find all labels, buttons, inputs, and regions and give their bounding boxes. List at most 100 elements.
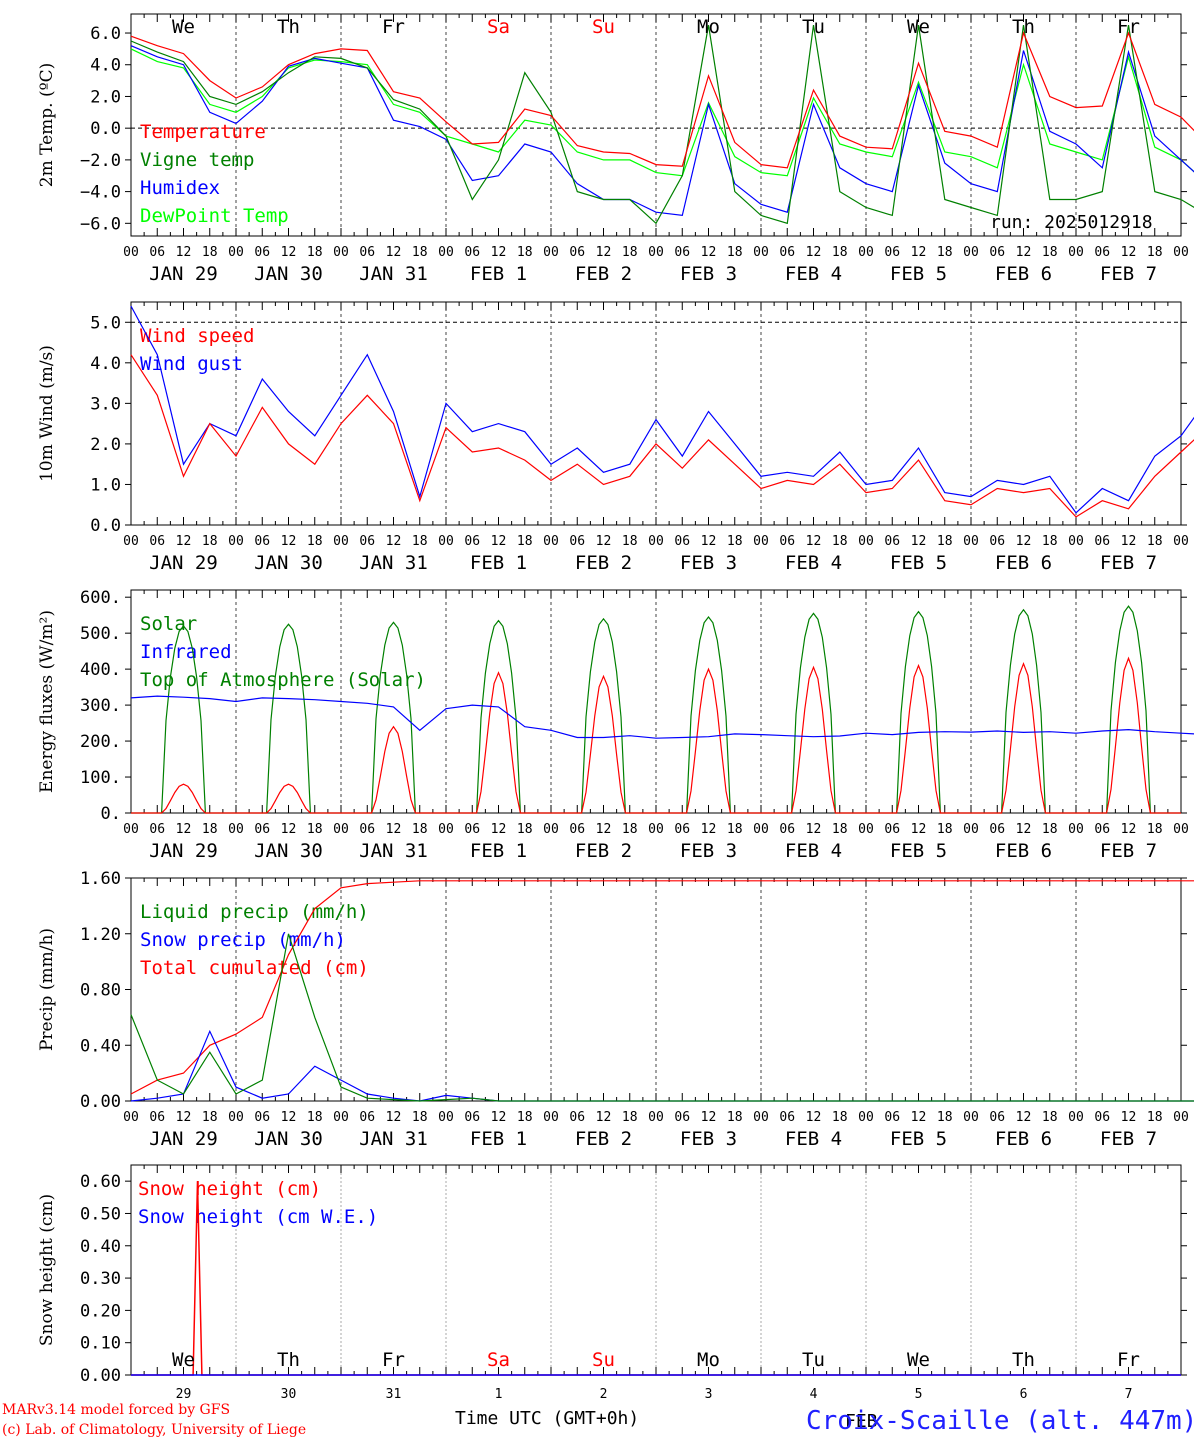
series-total-cumulated-cm <box>130 880 1194 1095</box>
hour-label: 06 <box>884 245 900 260</box>
hour-label: 12 <box>1016 1110 1032 1125</box>
hour-label: 00 <box>123 822 139 837</box>
hour-label: 18 <box>727 822 743 837</box>
credit-line-2: (c) Lab. of Climatology, University of L… <box>2 1422 306 1438</box>
legend-item: Infrared <box>140 641 232 663</box>
hour-label: 00 <box>1068 534 1084 549</box>
hour-label: 12 <box>701 534 717 549</box>
legend-item: Temperature <box>140 121 266 143</box>
hour-label: 12 <box>1016 822 1032 837</box>
hour-label: 12 <box>491 245 507 260</box>
y-tick-label: 0.40 <box>80 1036 121 1056</box>
legend-item: Liquid precip (mm/h) <box>140 901 369 923</box>
date-label: FEB 4 <box>785 1128 842 1150</box>
credit-line-1: MARv3.14 model forced by GFS <box>2 1402 230 1418</box>
legend-item: Vigne temp <box>140 149 254 171</box>
hour-label: 12 <box>491 822 507 837</box>
hour-label: 00 <box>333 822 349 837</box>
day-abbr: Th <box>1012 16 1035 38</box>
date-label: FEB 3 <box>680 840 737 862</box>
hour-label: 06 <box>989 534 1005 549</box>
day-number: 6 <box>1020 1387 1028 1402</box>
hour-label: 18 <box>1147 534 1163 549</box>
y-tick-label: 4.0 <box>90 354 121 374</box>
hour-label: 18 <box>727 1110 743 1125</box>
hour-label: 18 <box>307 534 323 549</box>
hour-label: 18 <box>202 822 218 837</box>
hour-label: 00 <box>228 534 244 549</box>
y-tick-label: 500. <box>80 624 121 644</box>
date-label: JAN 31 <box>359 263 428 285</box>
y-tick-label: 0.80 <box>80 981 121 1001</box>
hour-label: 06 <box>779 1110 795 1125</box>
date-label: FEB 2 <box>575 840 632 862</box>
hour-label: 12 <box>176 822 192 837</box>
hour-label: 00 <box>1173 534 1189 549</box>
y-tick-label: 0.0 <box>90 516 121 536</box>
date-label: FEB 4 <box>785 263 842 285</box>
panel-1: 6.0 4.0 2.0 0.0 −2.0 −4.0 −6.0 2m Temp. (ºC) 00 0… <box>37 13 1194 285</box>
legend-item: Total cumulated (cm) <box>140 957 369 979</box>
hour-label: 00 <box>858 822 874 837</box>
day-abbr: Th <box>277 16 300 38</box>
y-tick-label: 1.20 <box>80 925 121 945</box>
series-solar <box>131 656 1181 814</box>
hour-label: 00 <box>438 1110 454 1125</box>
day-number: 30 <box>281 1387 297 1402</box>
hour-label: 12 <box>386 245 402 260</box>
hour-label: 00 <box>1173 1110 1189 1125</box>
hour-label: 00 <box>858 534 874 549</box>
date-label: FEB 6 <box>995 840 1052 862</box>
y-axis-title: 2m Temp. (ºC) <box>37 63 57 188</box>
day-number: 29 <box>176 1387 192 1402</box>
date-label: FEB 3 <box>680 263 737 285</box>
y-tick-label: 100. <box>80 768 121 788</box>
day-abbr: Fr <box>1117 1349 1140 1371</box>
legend-item: Snow height (cm) <box>138 1178 321 1200</box>
hour-label: 18 <box>412 1110 428 1125</box>
hour-label: 18 <box>517 822 533 837</box>
hour-label: 18 <box>202 245 218 260</box>
series-dewpoint-temp <box>130 48 1194 177</box>
hour-label: 18 <box>622 245 638 260</box>
day-abbr: Fr <box>382 1349 405 1371</box>
panel-2: 5.0 4.0 3.0 2.0 1.0 0.0 10m Wind (m/s) 00 06 12 18… <box>37 301 1194 574</box>
hour-label: 18 <box>937 822 953 837</box>
day-number: 1 <box>495 1387 503 1402</box>
hour-label: 12 <box>1121 1110 1137 1125</box>
hour-label: 06 <box>674 245 690 260</box>
hour-label: 00 <box>753 1110 769 1125</box>
date-label: JAN 29 <box>149 1128 218 1150</box>
series-snow-precip-mm-h <box>130 1029 1194 1102</box>
hour-label: 00 <box>123 1110 139 1125</box>
y-tick-label: 3.0 <box>90 394 121 414</box>
legend-item: Snow height (cm W.E.) <box>138 1206 378 1228</box>
hour-label: 12 <box>281 534 297 549</box>
date-label: JAN 29 <box>149 263 218 285</box>
hour-label: 06 <box>1094 822 1110 837</box>
hour-label: 18 <box>202 534 218 549</box>
hour-label: 00 <box>858 1110 874 1125</box>
hour-label: 00 <box>648 245 664 260</box>
day-abbr: Th <box>1012 1349 1035 1371</box>
series-wind-gust <box>130 305 1194 514</box>
panel-5: 0.60 0.50 0.40 0.30 0.20 0.10 0.00 Snow height … <box>37 1164 1187 1402</box>
day-abbr: Mo <box>697 1349 720 1371</box>
day-abbr: Sa <box>487 1349 510 1371</box>
hour-label: 00 <box>228 245 244 260</box>
day-abbr: We <box>907 1349 930 1371</box>
hour-label: 12 <box>386 822 402 837</box>
hour-label: 12 <box>491 534 507 549</box>
hour-label: 18 <box>1147 822 1163 837</box>
y-tick-label: 300. <box>80 696 121 716</box>
date-label: JAN 31 <box>359 552 428 574</box>
hour-label: 12 <box>806 245 822 260</box>
series-infrared <box>130 695 1194 739</box>
hour-label: 12 <box>281 245 297 260</box>
day-abbr: Su <box>592 1349 615 1371</box>
hour-label: 18 <box>517 245 533 260</box>
date-label: JAN 29 <box>149 840 218 862</box>
y-axis-title: Energy fluxes (W/m²) <box>37 610 57 793</box>
y-tick-label: 6.0 <box>90 24 121 44</box>
hour-label: 12 <box>1121 822 1137 837</box>
